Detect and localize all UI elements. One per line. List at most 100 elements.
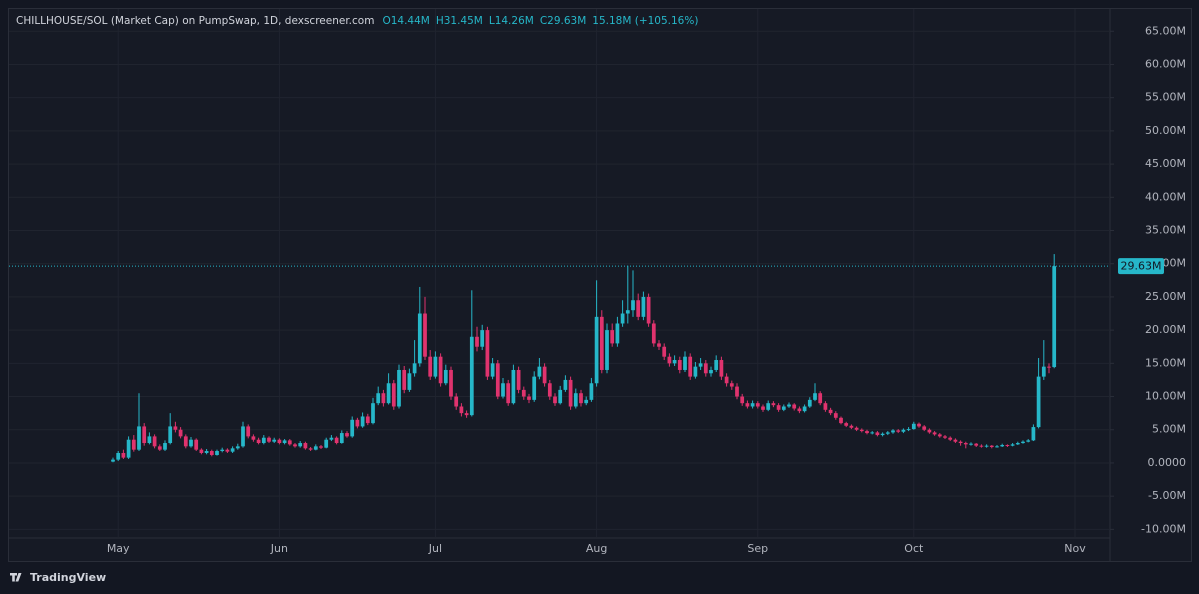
x-tick-label: Jun xyxy=(270,542,288,555)
candle-body xyxy=(345,433,349,437)
candle-body xyxy=(714,360,719,370)
y-tick-label: 60.00M xyxy=(1145,57,1186,70)
candle-body xyxy=(974,443,979,446)
footer-text: TradingView xyxy=(30,571,106,584)
candle-body xyxy=(397,369,401,407)
candle-body xyxy=(807,399,812,407)
candle-body xyxy=(1005,445,1010,447)
candle-body xyxy=(969,443,973,445)
candle-body xyxy=(241,426,245,447)
candle-body xyxy=(740,396,745,404)
candle-body xyxy=(818,393,823,404)
candle-body xyxy=(480,330,485,347)
candle-body xyxy=(667,356,672,364)
candle-body xyxy=(677,360,682,370)
candle-body xyxy=(381,393,386,404)
candle-body xyxy=(693,366,698,377)
candle-body xyxy=(365,416,370,424)
candle-body xyxy=(412,363,417,374)
candle-body xyxy=(152,436,157,447)
candle-body xyxy=(891,430,895,433)
candle-body xyxy=(1047,366,1051,368)
candle-body xyxy=(495,363,500,397)
candle-body xyxy=(589,383,594,400)
x-tick-label: Sep xyxy=(747,542,768,555)
candles xyxy=(111,254,1057,463)
candle-body xyxy=(651,323,656,344)
candle-body xyxy=(943,436,947,438)
chart-panel xyxy=(8,8,1192,562)
candle-body xyxy=(163,443,167,450)
candle-body xyxy=(324,439,329,448)
candle-body xyxy=(683,356,687,370)
x-tick-label: May xyxy=(107,542,130,555)
candle-body xyxy=(386,383,391,404)
candle-body xyxy=(729,383,734,387)
y-tick-label: 55.00M xyxy=(1145,91,1186,104)
candle-body xyxy=(506,383,511,404)
candle-body xyxy=(553,396,557,404)
candle-body xyxy=(1036,376,1041,428)
candle-body xyxy=(911,423,916,430)
candle-body xyxy=(1000,445,1005,447)
y-tick-label: 20.00M xyxy=(1145,323,1186,336)
candle-body xyxy=(454,396,459,407)
candle-body xyxy=(953,439,958,442)
y-tick-label: 0.0000 xyxy=(1148,456,1187,469)
candle-body xyxy=(490,363,495,377)
candle-body xyxy=(527,396,531,400)
candle-body xyxy=(844,423,849,426)
candle-body xyxy=(646,296,651,324)
candle-body xyxy=(334,437,339,444)
candle-body xyxy=(350,419,355,437)
candle-body xyxy=(771,403,776,406)
candle-body xyxy=(880,433,885,436)
candle-body xyxy=(625,310,630,314)
candle-body xyxy=(516,369,521,390)
candle-body xyxy=(865,431,869,434)
candle-body xyxy=(137,426,141,450)
candle-body xyxy=(215,450,219,455)
candle-body xyxy=(781,406,786,410)
candle-body xyxy=(173,426,178,430)
candle-body xyxy=(724,376,729,384)
candle-body xyxy=(849,425,854,428)
candle-body xyxy=(126,439,131,458)
legend-value: H31.45M xyxy=(436,15,483,27)
candle-body xyxy=(449,369,453,397)
candle-body xyxy=(1026,440,1031,442)
x-tick-label: Nov xyxy=(1064,542,1086,555)
candle-body xyxy=(833,413,838,418)
candle-body xyxy=(423,313,427,357)
candle-body xyxy=(178,429,183,437)
candle-body xyxy=(1021,441,1025,444)
candle-body xyxy=(121,452,126,458)
candle-body xyxy=(428,356,433,377)
candle-body xyxy=(542,366,547,384)
legend-value: L14.26M xyxy=(489,15,534,27)
grid xyxy=(9,9,1110,538)
candle-body xyxy=(641,296,646,317)
candle-body xyxy=(657,343,661,347)
candle-body xyxy=(859,429,864,432)
candle-body xyxy=(464,413,469,416)
candle-body xyxy=(147,436,152,444)
candle-body xyxy=(828,409,833,414)
candle-body xyxy=(417,313,422,364)
candle-body xyxy=(917,423,921,427)
candle-body xyxy=(662,346,667,357)
candle-body xyxy=(984,445,989,447)
candle-body xyxy=(168,426,173,444)
candle-body xyxy=(402,369,407,390)
footer-logo: TradingView xyxy=(10,571,106,584)
candle-body xyxy=(475,336,479,347)
candle-body xyxy=(157,446,162,450)
candle-body xyxy=(303,443,308,449)
candle-body xyxy=(256,439,261,444)
candle-body xyxy=(319,446,323,448)
candle-body xyxy=(298,443,303,447)
candle-body xyxy=(766,403,771,410)
candle-body xyxy=(225,449,230,452)
candle-body xyxy=(631,300,635,311)
